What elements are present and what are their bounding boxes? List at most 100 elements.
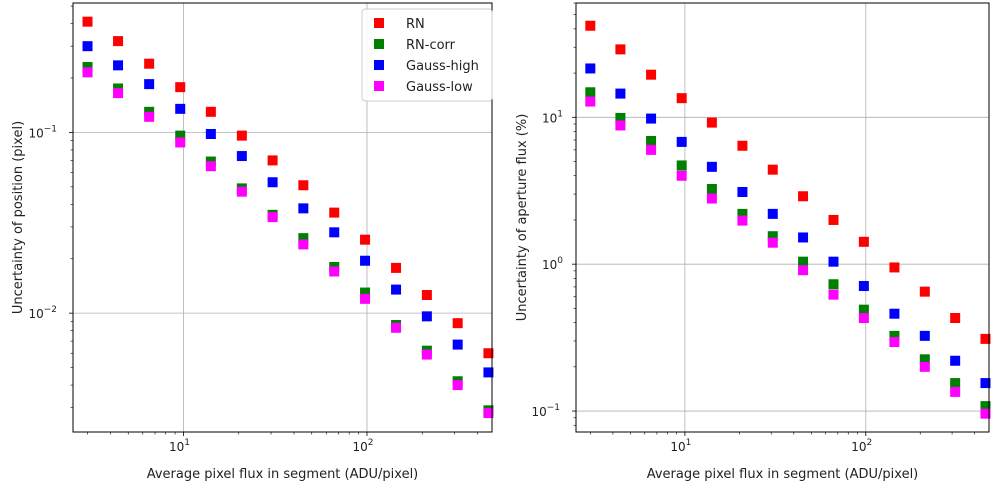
marker-rn <box>767 164 778 175</box>
marker-gauss-high <box>919 330 930 341</box>
legend-marker-rn <box>374 18 384 28</box>
marker-gauss-high <box>329 227 340 238</box>
legend-label: Gauss-high <box>406 59 479 74</box>
legend-marker-rn-corr <box>374 39 384 49</box>
plot-frame <box>72 2 493 433</box>
marker-rn-corr <box>828 279 839 290</box>
marker-gauss-high <box>360 255 371 266</box>
marker-gauss-high <box>205 128 216 139</box>
marker-gauss-low <box>452 380 463 391</box>
marker-gauss-low <box>113 88 124 99</box>
x-tick-label: 101 <box>169 438 190 454</box>
tick-base: 10 <box>542 258 557 272</box>
y-axis-label: Uncertainty of position (pixel) <box>11 121 26 314</box>
marker-gauss-low <box>798 265 809 276</box>
marker-gauss-high <box>767 208 778 219</box>
marker-rn <box>236 130 247 141</box>
marker-gauss-high <box>298 203 309 214</box>
marker-gauss-high <box>615 88 626 99</box>
marker-rn <box>329 207 340 218</box>
marker-gauss-high <box>267 177 278 188</box>
marker-rn-corr <box>980 401 991 412</box>
marker-gauss-low <box>421 349 432 360</box>
marker-rn-corr <box>858 304 869 315</box>
marker-rn <box>205 106 216 117</box>
marker-rn <box>646 69 657 80</box>
marker-rn-corr <box>676 160 687 171</box>
marker-gauss-high <box>828 256 839 267</box>
x-axis-label: Average pixel flux in segment (ADU/pixel… <box>147 467 419 482</box>
marker-rn-corr <box>615 112 626 123</box>
y-tick-label: 10−1 <box>531 403 560 419</box>
marker-gauss-low <box>391 322 402 333</box>
x-tick-label: 101 <box>670 438 691 454</box>
marker-gauss-high <box>144 79 155 90</box>
marker-rn <box>950 313 961 324</box>
legend: RN RN-corr Gauss-high Gauss-low <box>361 8 493 102</box>
marker-gauss-low <box>585 96 596 107</box>
marker-gauss-low <box>298 239 309 250</box>
marker-rn <box>391 262 402 273</box>
marker-gauss-high <box>113 60 124 71</box>
marker-rn-corr <box>82 62 93 73</box>
marker-rn-corr <box>737 208 748 219</box>
marker-gauss-low <box>267 212 278 223</box>
marker-rn <box>737 140 748 151</box>
tick-exponent: 2 <box>368 438 374 448</box>
marker-rn <box>452 318 463 329</box>
tick-base: 10 <box>542 111 557 125</box>
marker-gauss-high <box>889 308 900 319</box>
tick-base: 10 <box>28 126 43 140</box>
marker-rn-corr <box>919 354 930 365</box>
marker-gauss-high <box>236 151 247 162</box>
marker-rn-corr <box>798 256 809 267</box>
tick-base: 10 <box>352 440 367 454</box>
marker-rn <box>144 58 155 69</box>
marker-rn-corr <box>298 233 309 244</box>
marker-gauss-high <box>798 232 809 243</box>
marker-gauss-low <box>615 120 626 131</box>
marker-gauss-high <box>646 113 657 124</box>
tick-exponent: 2 <box>867 438 873 448</box>
marker-gauss-low <box>483 408 494 419</box>
marker-gauss-high <box>737 186 748 197</box>
plot-frame <box>575 2 990 433</box>
legend-marker-gauss-low <box>374 81 384 91</box>
y-tick-label: 100 <box>542 256 563 272</box>
marker-rn-corr <box>706 183 717 194</box>
marker-gauss-low <box>950 386 961 397</box>
y-axis-label: Uncertainty of aperture flux (%) <box>515 114 530 322</box>
marker-rn-corr <box>646 135 657 146</box>
marker-gauss-high <box>421 311 432 322</box>
marker-gauss-high <box>175 103 186 114</box>
marker-rn-corr <box>175 130 186 141</box>
marker-gauss-low <box>858 313 869 324</box>
tick-exponent: −1 <box>547 403 560 413</box>
marker-rn <box>483 348 494 359</box>
marker-gauss-low <box>329 266 340 277</box>
marker-rn-corr <box>767 231 778 242</box>
x-tick-label: 102 <box>352 438 373 454</box>
marker-rn <box>828 214 839 225</box>
marker-rn-corr <box>889 330 900 341</box>
marker-gauss-low <box>82 67 93 78</box>
marker-rn <box>858 236 869 247</box>
tick-base: 10 <box>670 440 685 454</box>
marker-gauss-high <box>706 161 717 172</box>
marker-gauss-low <box>706 193 717 204</box>
tick-exponent: 1 <box>557 109 563 119</box>
x-axis-label: Average pixel flux in segment (ADU/pixel… <box>647 467 919 482</box>
marker-gauss-low <box>646 144 657 155</box>
tick-base: 10 <box>851 440 866 454</box>
marker-gauss-low <box>737 215 748 226</box>
marker-rn <box>267 155 278 166</box>
legend-label: RN <box>406 17 425 32</box>
legend-box <box>361 8 493 102</box>
legend-marker-gauss-high <box>374 60 384 70</box>
tick-exponent: 0 <box>557 256 563 266</box>
y-tick-label: 101 <box>542 109 563 125</box>
marker-rn <box>798 191 809 202</box>
marker-gauss-low <box>175 137 186 148</box>
